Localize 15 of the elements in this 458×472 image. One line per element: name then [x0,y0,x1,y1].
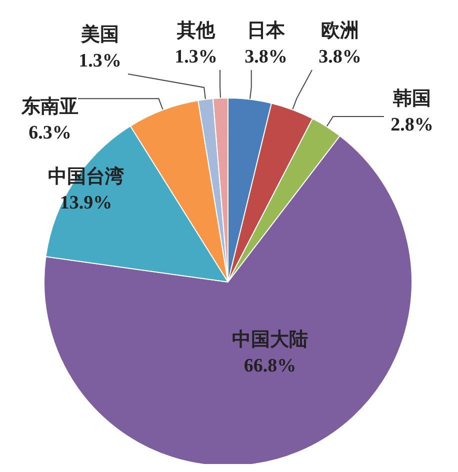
data-label: 6.3% [28,122,72,144]
slice-label: 东南亚 [20,96,78,118]
slice-label: 日本 [247,20,286,42]
slice-label: 美国 [80,24,119,46]
data-label: 13.9% [60,192,112,214]
slice-label: 其他 [176,20,216,42]
data-label: 3.8% [318,46,362,68]
data-label: 66.8% [244,356,296,376]
slice-label: 中国大陆 [232,328,308,350]
data-label: 3.8% [244,46,288,68]
slice-label: 欧洲 [321,20,359,42]
data-label: 2.8% [390,114,434,136]
slice-label: 韩国 [392,88,431,110]
data-label: 1.3% [174,46,218,68]
data-label: 1.3% [78,50,122,72]
